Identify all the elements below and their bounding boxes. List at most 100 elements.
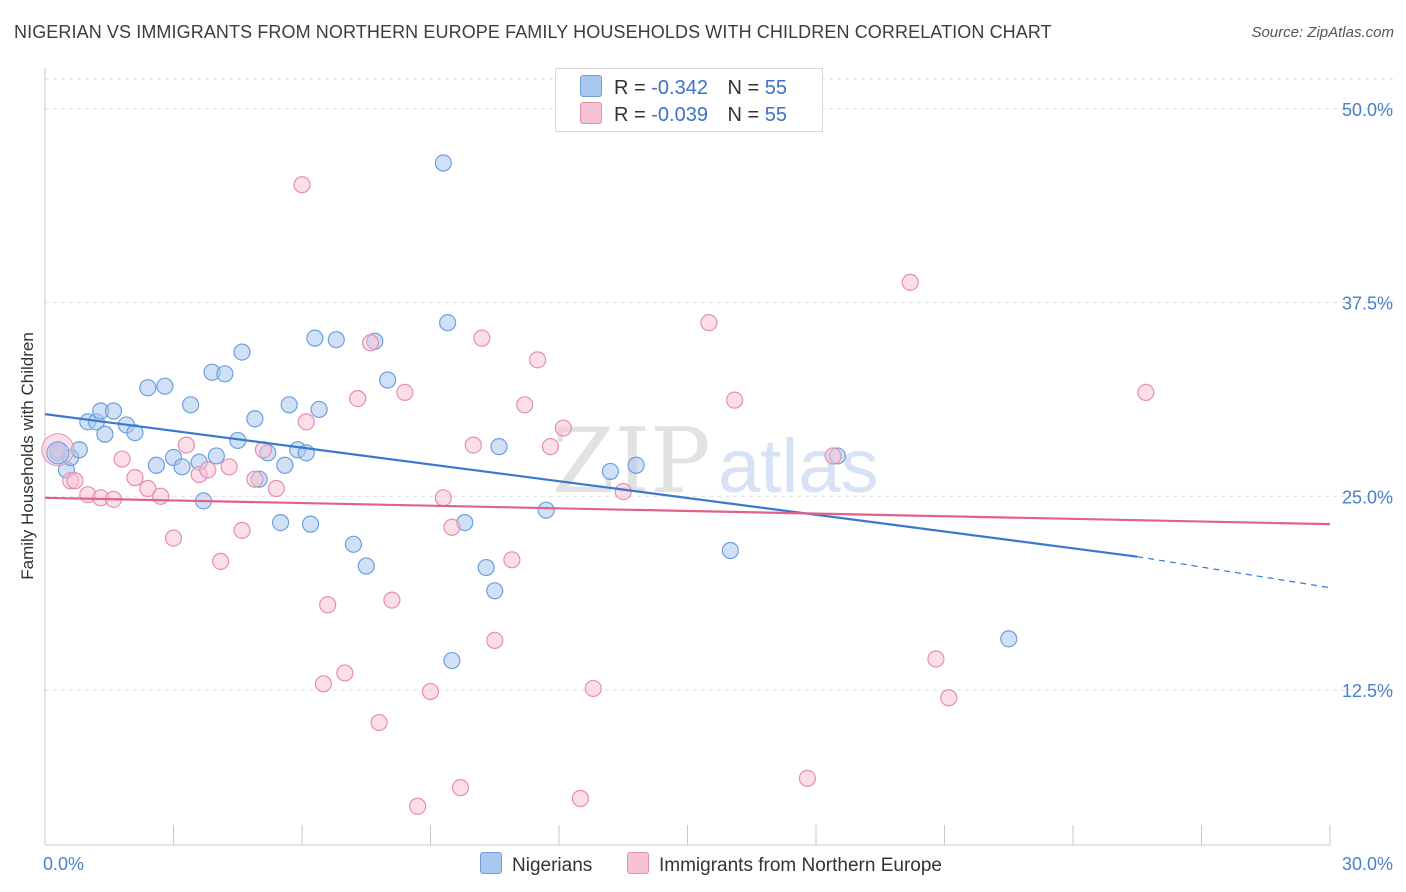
point-nigerians: [139, 379, 157, 397]
legend-row-nigerians: R = -0.342 N = 55: [580, 75, 787, 99]
point-nigerians: [357, 557, 375, 575]
n-value: 55: [764, 104, 788, 126]
legend-swatch: [480, 852, 502, 874]
point-nigerians: [126, 424, 144, 442]
point-northern-europe: [319, 596, 337, 614]
point-northern-europe: [212, 552, 230, 570]
point-nigerians: [182, 396, 200, 414]
r-value: -0.039: [651, 104, 708, 126]
legend-swatch-nigerians: [580, 75, 602, 97]
y-tick-label: 12.5%: [1342, 681, 1393, 701]
point-northern-europe: [267, 479, 285, 498]
x-tick-label: 0.0%: [43, 854, 84, 874]
point-northern-europe: [584, 679, 602, 698]
point-nigerians: [601, 462, 620, 481]
point-nigerians: [344, 535, 362, 553]
point-nigerians: [301, 515, 320, 533]
r-label: R =: [614, 104, 646, 126]
point-northern-europe: [486, 631, 504, 650]
legend-item-immigrants: Immigrants from Northern Europe: [627, 852, 942, 877]
r-label: R =: [614, 77, 646, 99]
point-nigerians: [627, 456, 645, 474]
point-nigerians: [537, 501, 555, 519]
point-northern-europe: [293, 176, 311, 194]
y-tick-label: 25.0%: [1342, 487, 1393, 507]
y-tick-label: 37.5%: [1342, 294, 1393, 314]
point-nigerians: [434, 154, 452, 172]
point-northern-europe: [541, 438, 560, 456]
point-nigerians: [276, 456, 294, 474]
point-northern-europe: [940, 689, 958, 707]
point-northern-europe: [383, 591, 401, 609]
point-northern-europe: [614, 483, 632, 501]
legend-item-nigerians: Nigerians: [480, 852, 592, 877]
point-nigerians: [306, 329, 324, 347]
point-northern-europe: [152, 487, 170, 505]
tick-labels: 12.5% 25.0% 37.5% 50.0% 0.0% 30.0%: [43, 100, 1393, 874]
point-nigerians: [1000, 630, 1018, 648]
point-northern-europe: [473, 329, 491, 347]
y-tick-label: 50.0%: [1342, 100, 1393, 120]
trend-line-northern-europe: [44, 496, 1331, 526]
grid-lines: [45, 78, 1395, 691]
point-northern-europe: [349, 390, 367, 408]
point-nigerians: [486, 582, 504, 600]
point-nigerians: [173, 458, 191, 476]
chart-title: NIGERIAN VS IMMIGRANTS FROM NORTHERN EUR…: [14, 22, 1052, 42]
source-label: Source: ZipAtlas.com: [1251, 24, 1394, 41]
point-northern-europe: [297, 413, 315, 431]
point-nigerians: [310, 400, 328, 419]
y-axis-label: Family Households with Children: [18, 332, 37, 580]
point-nigerians: [490, 438, 508, 456]
point-nigerians: [477, 558, 495, 577]
point-northern-europe: [421, 682, 440, 701]
point-nigerians: [327, 331, 345, 349]
point-nigerians: [216, 365, 234, 383]
legend-label: Immigrants from Northern Europe: [659, 855, 942, 876]
point-northern-europe: [1137, 383, 1155, 401]
point-northern-europe: [370, 713, 388, 732]
point-nigerians: [443, 651, 461, 670]
point-nigerians: [280, 396, 298, 414]
point-northern-europe: [443, 518, 461, 536]
point-nigerians: [439, 314, 457, 332]
legend-swatch-immigrants: [580, 102, 602, 124]
point-northern-europe: [516, 396, 534, 414]
point-northern-europe: [434, 489, 452, 507]
n-label: N =: [727, 104, 760, 126]
point-northern-europe: [233, 521, 251, 539]
point-northern-europe: [571, 789, 590, 808]
point-northern-europe: [700, 314, 718, 332]
point-northern-europe: [503, 551, 521, 569]
x-tick-label: 30.0%: [1342, 854, 1393, 874]
point-northern-europe: [139, 479, 157, 498]
point-northern-europe: [113, 450, 131, 468]
point-northern-europe: [464, 436, 482, 454]
point-nigerians: [156, 377, 174, 395]
point-nigerians: [233, 343, 251, 361]
point-northern-europe: [726, 391, 744, 409]
point-northern-europe: [451, 779, 470, 797]
watermark-atlas: atlas: [718, 424, 879, 509]
point-northern-europe: [220, 458, 238, 476]
point-northern-europe: [164, 529, 183, 547]
point-northern-europe: [66, 472, 84, 490]
n-value: 55: [764, 77, 788, 99]
axes: [44, 68, 1331, 846]
point-northern-europe: [361, 334, 380, 352]
point-nigerians: [246, 410, 264, 428]
point-northern-europe: [409, 797, 427, 815]
trend-extension-nigerians: [1137, 556, 1331, 589]
point-northern-europe: [396, 383, 414, 401]
point-northern-europe: [199, 461, 217, 479]
point-northern-europe: [314, 675, 333, 693]
point-nigerians: [207, 447, 225, 465]
point-nigerians: [104, 402, 123, 420]
point-northern-europe: [336, 664, 354, 682]
trend-lines: [44, 413, 1331, 589]
correlation-legend: R = -0.342 N = 55 R = -0.039 N = 55: [555, 68, 823, 132]
point-northern-europe: [798, 769, 817, 787]
point-northern-europe: [824, 447, 842, 465]
point-northern-europe: [126, 469, 144, 487]
